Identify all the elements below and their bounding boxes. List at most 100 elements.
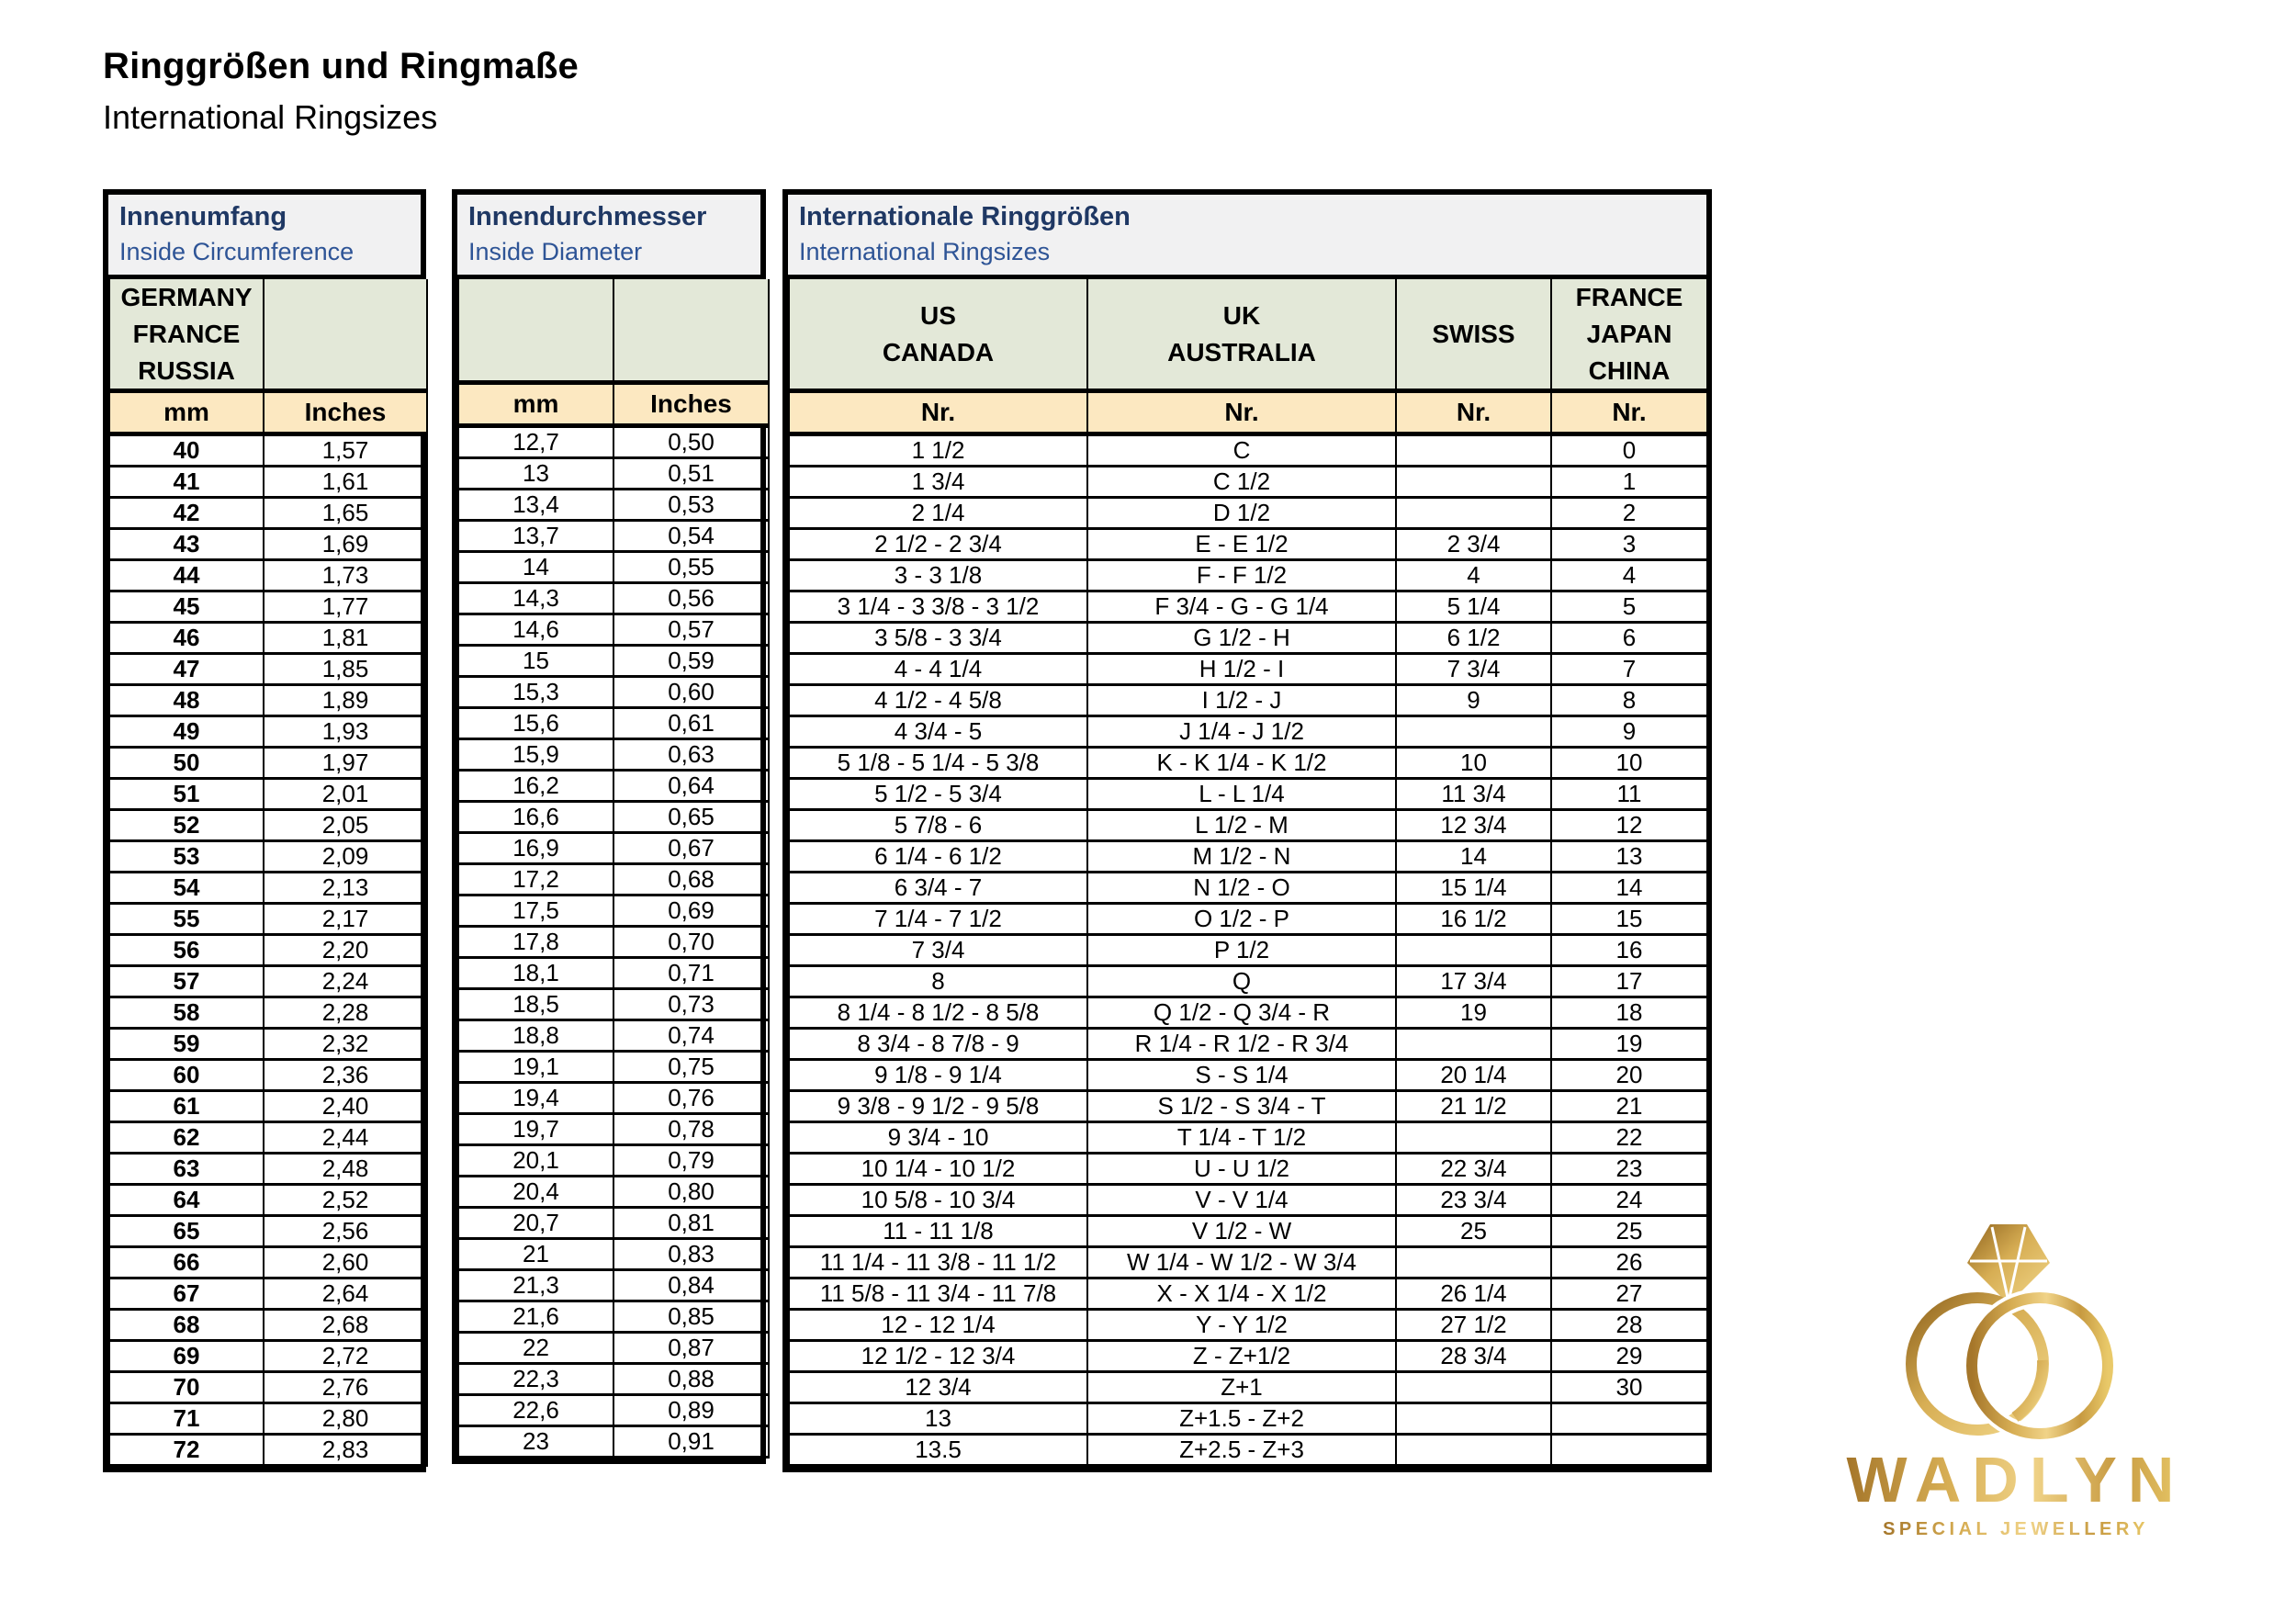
table-cell: 0,50 [613,423,770,459]
table-cell: 2,80 [263,1402,428,1436]
table-cell: 2,28 [263,996,428,1031]
table-cell: 69 [108,1339,264,1374]
table-cell: 14 [457,549,614,584]
table-cell: 0,73 [613,986,770,1021]
table-cell: 55 [108,902,264,937]
table-cell: F 3/4 - G - G 1/4 [1086,590,1397,625]
table-row: 41 1,61 [108,465,428,500]
table-cell: 62 [108,1121,264,1155]
table-cell: L - L 1/4 [1086,777,1397,812]
region-label: CANADA [882,337,995,366]
circumference-table: GERMANY FRANCE RUSSIA mm Inches 40 1,57 41 1,… [108,279,428,1468]
table-cell: 0,60 [613,674,770,709]
table-cell: U - U 1/2 [1086,1152,1397,1187]
table-cell: 30 [1550,1370,1708,1405]
table-cell: 1,89 [263,683,428,718]
table-row: 17,5 0,69 [457,893,770,928]
table-title-de: Innendurchmesser [468,202,707,231]
table-cell: 22 3/4 [1395,1152,1552,1187]
table-cell: 12 1/2 - 12 3/4 [788,1339,1088,1374]
table-cell: 20,1 [457,1143,614,1177]
unit-header-cell: Inches [263,390,428,437]
table-cell: N 1/2 - O [1086,871,1397,906]
table-row: 17,2 0,68 [457,862,770,896]
table-international-ringsizes: Internationale Ringgrößen International … [782,189,1712,1473]
table-cell [1550,1433,1708,1468]
table-cell: 9 [1395,683,1552,718]
table-cell: Q 1/2 - Q 3/4 - R [1086,996,1397,1031]
region-label: FRANCE [132,319,241,348]
table-row: 13 Z+1.5 - Z+2 [788,1402,1708,1436]
table-row: 18,1 0,71 [457,955,770,990]
table-cell: 21 [457,1236,614,1271]
table-cell: H 1/2 - I [1086,652,1397,687]
table-cell: 2 1/2 - 2 3/4 [788,527,1088,562]
table-cell: 14 [1550,871,1708,906]
table-cell: 48 [108,683,264,718]
table-cell: F - F 1/2 [1086,558,1397,593]
table-cell: 1 1/2 [788,433,1088,468]
table-cell: 3 - 3 1/8 [788,558,1088,593]
table-cell: 23 [1550,1152,1708,1187]
table-cell: 59 [108,1027,264,1062]
table-cell: 72 [108,1433,264,1468]
table-row: 18,5 0,73 [457,986,770,1021]
unit-header-row: Nr. Nr. Nr. Nr. [788,390,1708,437]
table-cell: D 1/2 [1086,496,1397,531]
table-cell: V - V 1/4 [1086,1183,1397,1218]
table-cell: 20,7 [457,1205,614,1240]
unit-header-cell: Nr. [1395,390,1552,437]
table-cell: 1,65 [263,496,428,531]
table-row: 21,6 0,85 [457,1299,770,1334]
table-row: 20,7 0,81 [457,1205,770,1240]
table-row: 44 1,73 [108,558,428,593]
table-row: 15,3 0,60 [457,674,770,709]
table-cell: 21 [1550,1089,1708,1124]
table-cell: 7 3/4 [1395,652,1552,687]
table-row: 48 1,89 [108,683,428,718]
table-row: 11 5/8 - 11 3/4 - 11 7/8 X - X 1/4 - X 1/… [788,1277,1708,1312]
table-row: 12 1/2 - 12 3/4 Z - Z+1/2 28 3/4 29 [788,1339,1708,1374]
table-cell: 46 [108,621,264,656]
table-cell: 6 [1550,621,1708,656]
table-cell: V 1/2 - W [1086,1214,1397,1249]
table-cell: 14,6 [457,612,614,647]
table-row: 14,3 0,56 [457,580,770,615]
table-cell [1550,1402,1708,1436]
region-header-cell: GERMANY FRANCE RUSSIA [108,279,264,394]
table-cell: 12 [1550,808,1708,843]
region-header-row: GERMANY FRANCE RUSSIA [108,279,428,394]
table-row: 8 Q 17 3/4 17 [788,964,1708,999]
table-row: 2 1/2 - 2 3/4 E - E 1/2 2 3/4 3 [788,527,1708,562]
table-cell: 2,52 [263,1183,428,1218]
table-cell: 23 3/4 [1395,1183,1552,1218]
table-cell: 9 1/8 - 9 1/4 [788,1058,1088,1093]
table-cell: S 1/2 - S 3/4 - T [1086,1089,1397,1124]
table-cell: 10 [1395,746,1552,781]
table-row: 11 - 11 1/8 V 1/2 - W 25 25 [788,1214,1708,1249]
brand-name: WADLYN [1847,1444,2186,1515]
table-cell: 61 [108,1089,264,1124]
table-cell: 5 7/8 - 6 [788,808,1088,843]
region-header-cell-swiss: SWISS [1395,279,1552,394]
unit-header-row: mm Inches [108,390,428,437]
table-cell: 13,7 [457,518,614,553]
table-row: 64 2,52 [108,1183,428,1218]
table-row: 15,6 0,61 [457,705,770,740]
table-cell: 9 3/4 - 10 [788,1121,1088,1155]
table-row: 12,7 0,50 [457,423,770,459]
table-cell: 21 1/2 [1395,1089,1552,1124]
table-cell: 49 [108,715,264,749]
region-header-cell-uk-australia: UK AUSTRALIA [1086,279,1397,394]
table-cell: X - X 1/4 - X 1/2 [1086,1277,1397,1312]
table-cell: 20 1/4 [1395,1058,1552,1093]
region-label: JAPAN [1586,319,1672,348]
table-row: 42 1,65 [108,496,428,531]
table-cell: Z+2.5 - Z+3 [1086,1433,1397,1468]
table-cell [1395,433,1552,468]
region-header-row [457,279,770,385]
table-cell: 17,2 [457,862,614,896]
